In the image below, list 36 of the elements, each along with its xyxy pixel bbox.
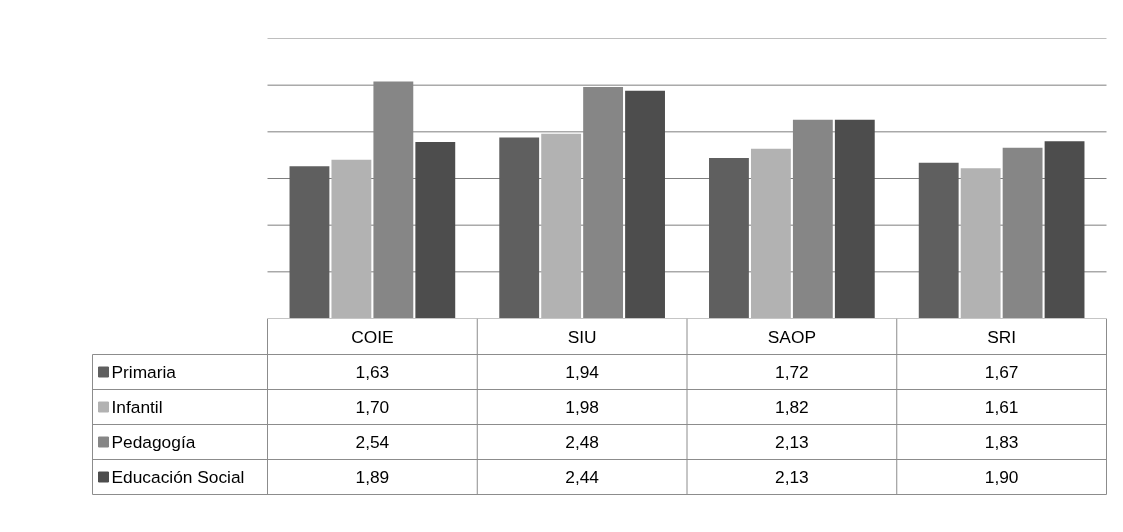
data-label: 2,48 <box>565 432 599 452</box>
legend-label: Primaria <box>111 362 177 382</box>
bar <box>415 142 456 318</box>
bar <box>834 119 875 318</box>
legend-label: Educación Social <box>111 467 245 487</box>
data-label: 1,63 <box>355 362 390 382</box>
bar <box>625 90 665 318</box>
bar <box>918 162 959 318</box>
data-label: 1,94 <box>565 362 600 382</box>
x-tick-label: SIU <box>567 326 597 347</box>
data-label: 2,54 <box>355 432 390 452</box>
data-label: 2,13 <box>775 467 809 487</box>
bar <box>1044 141 1085 318</box>
data-label: 1,83 <box>984 432 1019 452</box>
data-label: 1,67 <box>984 362 1019 382</box>
data-label: 1,90 <box>984 467 1019 487</box>
x-tick-label: COIE <box>351 326 394 347</box>
legend-label: Infantil <box>111 397 163 417</box>
x-tick-label: SAOP <box>767 326 816 347</box>
bar <box>289 166 330 318</box>
data-label: 1,61 <box>984 397 1019 417</box>
bar <box>541 133 582 318</box>
data-label: 1,89 <box>355 467 390 487</box>
data-label: 1,98 <box>565 397 599 417</box>
data-label: 2,13 <box>775 432 809 452</box>
x-tick-label: SRI <box>987 326 1017 347</box>
bar <box>960 168 1001 318</box>
data-label: 2,44 <box>565 467 600 487</box>
data-label: 1,70 <box>355 397 390 417</box>
bar <box>499 137 540 318</box>
bar <box>709 157 749 318</box>
data-label: 1,72 <box>775 362 809 382</box>
legend-label: Pedagogía <box>111 432 196 452</box>
bar <box>750 148 791 318</box>
data-label: 1,82 <box>775 397 809 417</box>
bar <box>331 159 372 318</box>
